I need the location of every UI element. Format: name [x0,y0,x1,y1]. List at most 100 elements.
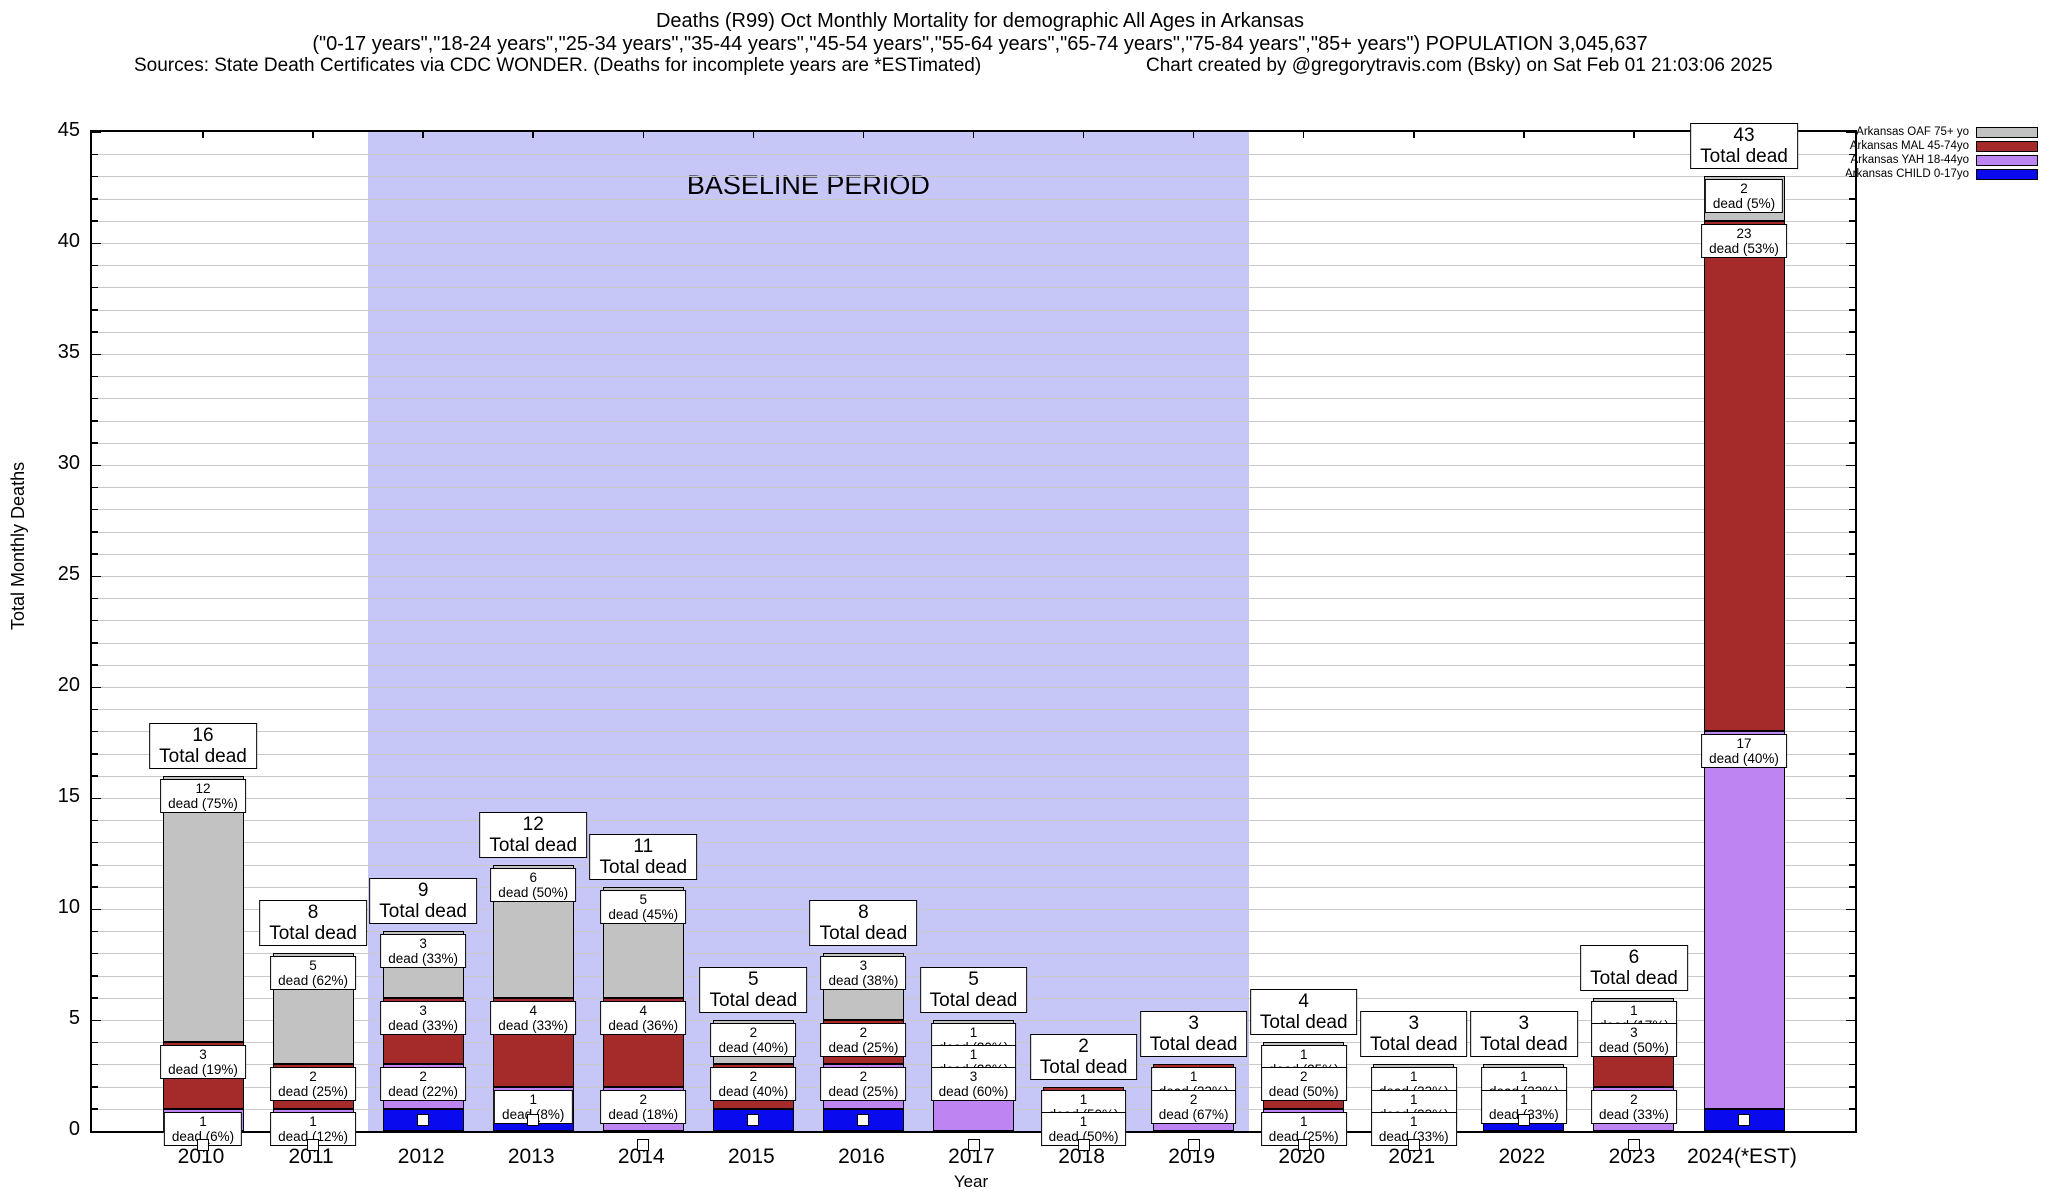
segment-label-value: 2 [749,1025,758,1040]
y-tick [92,1019,101,1021]
x-tick-label: 2023 [1608,1145,1656,1168]
y-tick [1849,730,1855,733]
segment-label-percent: dead (25%) [278,1084,348,1100]
total-label: 16 Total dead [149,722,257,769]
segment-label-value: 2 [749,1069,758,1085]
y-tick [92,619,98,622]
y-tick [1849,775,1855,777]
total-value: 8 [858,902,869,924]
total-value: 5 [748,969,759,990]
credit-note: Chart created by @gregorytravis.com (Bsk… [1146,55,1773,76]
segment-label-oaf: 6 dead (50%) [490,867,577,902]
total-value: 16 [192,724,214,746]
label-point-marker [1407,1139,1420,1151]
gridline [92,598,1855,600]
x-tick [1082,132,1085,138]
label-point-marker [1077,1139,1090,1151]
segment-label-value: 2 [1299,1069,1308,1085]
segment-label-percent: dead (22%) [388,1084,459,1100]
segment-label-value: 1 [1410,1091,1418,1107]
y-tick [92,841,98,844]
x-tick [1302,132,1305,138]
segment-label-percent: dead (25%) [828,1040,899,1055]
y-tick [92,264,98,267]
total-value: 2 [1078,1035,1089,1057]
y-tick [92,908,101,910]
segment-label-percent: dead (33%) [388,1017,459,1033]
y-tick [1849,1108,1855,1110]
gridline [92,487,1855,489]
segment-label-value: 1 [1410,1069,1418,1085]
total-label: 8 Total dead [809,900,918,947]
y-tick [1849,264,1855,267]
total-text: Total dead [379,901,467,923]
gridline [92,354,1855,355]
y-tick [1849,886,1855,888]
segment-label-percent: dead (62%) [278,973,348,989]
total-value: 3 [1188,1013,1199,1035]
gridline [92,287,1855,289]
legend-swatch [1976,126,2038,138]
gridline [92,220,1855,222]
segment-label-value: 2 [309,1069,317,1085]
total-text: Total dead [1590,967,1678,989]
segment-label-value: 2 [1630,1091,1638,1107]
gridline [92,420,1855,422]
segment-label-oaf: 2 dead (40%) [710,1023,797,1057]
chart-subtitle-demographics: ("0-17 years","18-24 years","25-34 years… [312,33,1648,55]
x-axis-title: Year [953,1172,989,1191]
total-value: 9 [417,880,429,902]
total-label: 8 Total dead [259,900,367,947]
y-tick [92,930,98,933]
y-tick [92,797,101,799]
segment-label-percent: dead (67%) [1158,1106,1229,1122]
label-point-marker [1187,1139,1200,1151]
total-label: 43 Total dead [1690,123,1798,170]
segment-label-percent: dead (50%) [1268,1084,1339,1100]
x-tick-label: 2018 [1058,1145,1105,1168]
gridline [92,442,1855,444]
y-tick [1849,442,1855,444]
y-tick [1846,575,1855,577]
segment-label-value: 2 [1189,1091,1198,1107]
y-tick [92,486,98,489]
segment-label-percent: dead (33%) [498,1017,569,1033]
segment-label-value: 2 [859,1025,868,1040]
label-point-marker [527,1113,540,1126]
segment-label-mal: 4 dead (36%) [600,1000,687,1035]
total-text: Total dead [1149,1034,1238,1056]
y-tick-label: 25 [57,563,80,585]
segment-label-percent: dead (36%) [608,1017,679,1033]
y-tick [1849,331,1855,333]
segment-label-percent: dead (60%) [938,1084,1009,1100]
y-tick-label: 5 [68,1007,80,1029]
total-text: Total dead [1369,1034,1458,1056]
label-point-marker [1738,1113,1750,1126]
segment-label-oaf: 3 dead (38%) [820,956,907,991]
y-tick [92,864,98,866]
y-tick [1849,819,1855,822]
segment-label-yah: 17 dead (40%) [1701,734,1787,769]
segment-label-percent: dead (5%) [1712,196,1776,212]
segment-label-oaf: 2 dead (5%) [1704,179,1784,214]
legend-item: Arkansas MAL 45-74yo [1845,140,2038,152]
segment-label-value: 3 [419,1002,427,1018]
segment-label-mal: 3 dead (19%) [160,1045,246,1080]
y-tick [1849,1086,1855,1088]
segment-label-value: 3 [199,1047,207,1063]
y-tick [92,198,98,200]
segment-label-percent: dead (33%) [1378,1128,1449,1144]
total-value: 3 [1408,1013,1420,1035]
segment-label-mal: 3 dead (33%) [380,1000,467,1035]
y-tick [1849,1063,1855,1066]
y-tick [1846,131,1855,133]
segment-label-yah: 1 dead (12%) [270,1111,356,1146]
segment-label-value: 3 [859,958,868,974]
label-point-marker [1627,1139,1640,1151]
segment-label-yah: 2 dead (25%) [820,1067,907,1102]
bar-segment-oaf [162,775,244,1043]
gridline [92,376,1855,378]
y-tick [92,153,98,156]
segment-label-value: 5 [639,891,648,907]
label-point-marker [857,1113,870,1126]
